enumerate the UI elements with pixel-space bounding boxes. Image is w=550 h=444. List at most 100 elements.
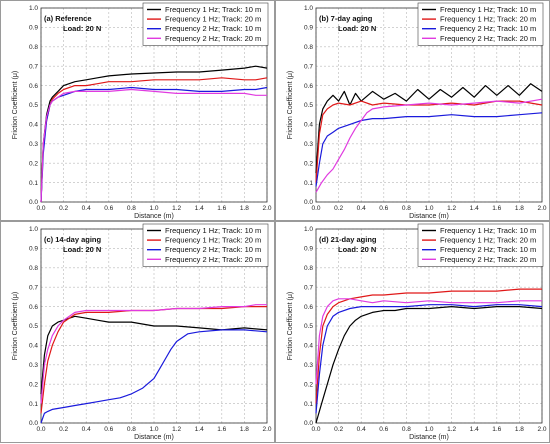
y-tick-label: 0.2 <box>29 160 38 167</box>
legend-entry-label: Frequency 1 Hz; Track: 10 m <box>440 5 536 14</box>
y-tick-label: 0.2 <box>304 381 313 388</box>
y-tick-label: 0.3 <box>304 141 313 148</box>
y-axis-title: Friction Coefficient (μ) <box>12 292 19 360</box>
legend-entry-label: Frequency 2 Hz; Track: 10 m <box>440 24 536 33</box>
x-tick-label: 0.6 <box>104 426 113 433</box>
chart-subtitle: Load: 20 N <box>338 245 376 254</box>
x-tick-label: 1.4 <box>470 205 479 212</box>
x-tick-label: 0.8 <box>127 205 136 212</box>
legend-entry-label: Frequency 2 Hz; Track: 10 m <box>440 245 536 254</box>
legend-box <box>417 2 544 46</box>
y-tick-label: 0.8 <box>29 265 38 272</box>
series-line-1 <box>40 315 268 394</box>
y-tick-label: 0.3 <box>304 362 313 369</box>
y-tick-label: 0.4 <box>29 122 38 129</box>
x-tick-label: 1.0 <box>424 426 433 433</box>
y-tick-label: 0.8 <box>29 44 38 51</box>
x-tick-label: 1.6 <box>492 205 501 212</box>
y-tick-label: 0.2 <box>29 381 38 388</box>
y-tick-label: 0.7 <box>304 63 313 70</box>
legend-entry-label: Frequency 2 Hz; Track: 20 m <box>165 34 261 43</box>
y-tick-label: 0.9 <box>304 246 313 253</box>
y-tick-label: 0.5 <box>304 102 313 109</box>
chart-title: (a) Reference <box>44 14 92 23</box>
chart-reference: 0.0 0.1 0.2 0.3 0.4 0.5 0.6 0.7 0.8 0.9 1.0 0.0 0.2 0… <box>12 2 272 220</box>
legend-entry-label: Frequency 1 Hz; Track: 10 m <box>165 5 261 14</box>
x-tick-label: 1.6 <box>492 426 501 433</box>
legend-entry-label: Frequency 1 Hz; Track: 20 m <box>165 236 261 245</box>
legend-entry-label: Frequency 2 Hz; Track: 10 m <box>165 245 261 254</box>
series-line-2 <box>315 288 542 404</box>
x-tick-label: 1.6 <box>217 205 226 212</box>
y-axis-title: Friction Coefficient (μ) <box>287 292 294 360</box>
chart-subtitle: Load: 20 N <box>63 24 101 33</box>
y-tick-label: 0.3 <box>29 362 38 369</box>
x-tick-label: 1.0 <box>424 205 433 212</box>
x-tick-label: 1.2 <box>172 426 181 433</box>
legend-entry-label: Frequency 1 Hz; Track: 20 m <box>440 15 536 24</box>
y-axis-title: Friction Coefficient (μ) <box>12 71 19 139</box>
chart-7-day-aging: 0.0 0.1 0.2 0.3 0.4 0.5 0.6 0.7 0.8 0.9 1.0 0.0 0.2 0… <box>287 2 547 220</box>
legend-entry-label: Frequency 2 Hz; Track: 20 m <box>440 34 536 43</box>
y-tick-label: 0.5 <box>29 323 38 330</box>
y-tick-label: 0.6 <box>304 83 313 90</box>
x-tick-label: 1.0 <box>149 426 158 433</box>
series-line-4 <box>40 88 267 203</box>
chart-title: (d) 21-day aging <box>319 235 377 244</box>
y-axis-title: Friction Coefficient (μ) <box>287 71 294 139</box>
series-line-2 <box>315 100 543 183</box>
x-tick-label: 0.4 <box>357 426 366 433</box>
x-tick-label: 0.2 <box>334 205 343 212</box>
x-tick-label: 0.2 <box>334 426 343 433</box>
x-tick-label: 0.8 <box>402 205 411 212</box>
series-line-2 <box>40 305 267 414</box>
x-tick-label: 0.0 <box>36 426 45 433</box>
x-tick-label: 0.8 <box>127 426 136 433</box>
x-tick-label: 0.0 <box>36 205 45 212</box>
x-tick-label: 1.2 <box>447 205 456 212</box>
x-tick-label: 0.4 <box>82 426 91 433</box>
y-tick-label: 0.8 <box>304 44 313 51</box>
y-tick-label: 0.0 <box>304 420 313 427</box>
x-tick-label: 1.4 <box>195 426 204 433</box>
y-tick-label: 0.9 <box>29 246 38 253</box>
legend-entry-label: Frequency 1 Hz; Track: 20 m <box>440 236 536 245</box>
y-tick-label: 0.7 <box>304 284 313 291</box>
x-tick-label: 1.8 <box>240 205 249 212</box>
x-tick-label: 1.6 <box>217 426 226 433</box>
y-tick-label: 0.7 <box>29 284 38 291</box>
legend-box <box>142 223 269 267</box>
y-tick-label: 0.6 <box>29 304 38 311</box>
chart-subtitle: Load: 20 N <box>338 24 376 33</box>
chart-panel-14-day: 0.0 0.1 0.2 0.3 0.4 0.5 0.6 0.7 0.8 0.9 1.0 0.0 0.2 0… <box>0 221 275 443</box>
y-tick-label: 0.3 <box>29 141 38 148</box>
x-tick-label: 0.4 <box>82 205 91 212</box>
legend-entry-label: Frequency 2 Hz; Track: 20 m <box>440 255 536 264</box>
x-tick-label: 2.0 <box>537 205 546 212</box>
legend-entry-label: Frequency 1 Hz; Track: 20 m <box>165 15 261 24</box>
y-tick-label: 0.1 <box>304 180 313 187</box>
chart-panel-reference: 0.0 0.1 0.2 0.3 0.4 0.5 0.6 0.7 0.8 0.9 1.0 0.0 0.2 0… <box>0 0 275 221</box>
x-tick-label: 1.0 <box>149 205 158 212</box>
chart-title: (c) 14-day aging <box>44 235 102 244</box>
series-line-4 <box>40 304 267 404</box>
legend-entry-label: Frequency 1 Hz; Track: 10 m <box>440 226 536 235</box>
x-tick-label: 1.8 <box>240 426 249 433</box>
x-tick-label: 1.4 <box>195 205 204 212</box>
y-tick-label: 0.1 <box>304 401 313 408</box>
y-tick-label: 0.0 <box>29 199 38 206</box>
x-tick-label: 1.2 <box>172 205 181 212</box>
x-tick-label: 0.2 <box>59 426 68 433</box>
x-tick-label: 2.0 <box>537 426 546 433</box>
y-tick-label: 0.8 <box>304 265 313 272</box>
x-tick-label: 0.0 <box>311 205 320 212</box>
legend-box <box>417 223 544 267</box>
x-tick-label: 1.8 <box>515 426 524 433</box>
series-line-1 <box>315 83 543 173</box>
y-tick-label: 0.4 <box>304 343 313 350</box>
legend-entry-label: Frequency 2 Hz; Track: 20 m <box>165 255 261 264</box>
